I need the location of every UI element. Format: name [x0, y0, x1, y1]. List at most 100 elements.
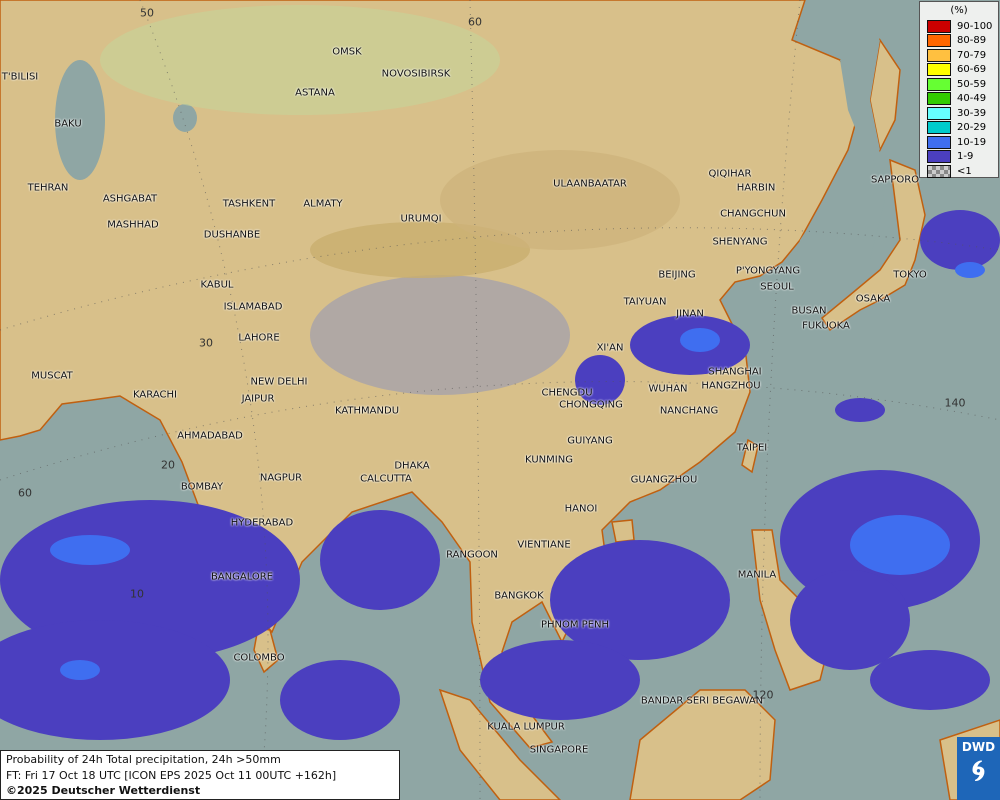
city-label: TAIYUAN [623, 296, 667, 308]
graticule-label: 20 [161, 458, 175, 472]
legend-swatch [927, 48, 951, 62]
okhotsk-sea [840, 40, 880, 150]
legend-label: 40-49 [957, 93, 987, 105]
city-label: BANGKOK [494, 590, 544, 602]
city-label: HANGZHOU [701, 380, 761, 392]
legend-label: <1 [957, 165, 972, 177]
legend-label: 30-39 [957, 107, 987, 119]
legend-swatch [927, 19, 951, 33]
aral-sea [173, 104, 197, 132]
mongolia-plateau [440, 150, 680, 250]
legend-swatch [927, 164, 951, 178]
city-label: BANGALORE [210, 571, 274, 583]
legend-label: 1-9 [957, 151, 974, 163]
city-label: PHNOM PENH [540, 619, 610, 631]
city-label: JAIPUR [241, 393, 275, 405]
caspian-sea [55, 60, 105, 180]
city-label: KUALA LUMPUR [487, 721, 565, 733]
legend-item: 40-49 [920, 92, 998, 107]
city-label: OSAKA [855, 293, 891, 305]
sea-of-japan [790, 150, 885, 300]
city-label: KABUL [200, 279, 234, 291]
taiwan [741, 438, 759, 474]
taklamakan-desert [310, 222, 530, 278]
city-label: SINGAPORE [529, 744, 589, 756]
city-label: KUNMING [525, 454, 573, 466]
city-label: ASTANA [295, 87, 335, 99]
legend: (%) 90-100 80-89 70-79 60-69 50-59 40-49 30-39… [919, 1, 999, 178]
legend-swatch [927, 77, 951, 91]
city-label: NANCHANG [659, 405, 719, 417]
graticule-label: 140 [944, 396, 966, 410]
sumatra [438, 688, 562, 800]
legend-item: 60-69 [920, 63, 998, 78]
borneo [629, 689, 776, 800]
city-label: BUSAN [791, 305, 827, 317]
legend-item: 10-19 [920, 135, 998, 150]
city-label: CHENGDU [541, 387, 593, 399]
graticule-label: 10 [130, 587, 144, 601]
city-label: BANDAR SERI BEGAWAN [640, 695, 764, 707]
city-label: MUSCAT [31, 370, 73, 382]
city-label: SHENYANG [712, 236, 768, 248]
city-label: BEIJING [658, 269, 696, 281]
legend-item: 70-79 [920, 48, 998, 63]
legend-label: 20-29 [957, 122, 987, 134]
legend-item: 1-9 [920, 150, 998, 165]
city-label: AHMADABAD [177, 430, 243, 442]
city-label: TASHKENT [222, 198, 276, 210]
legend-swatch [927, 92, 951, 106]
legend-item: <1 [920, 164, 998, 179]
city-label: GUANGZHOU [630, 474, 698, 486]
city-label: BAKU [54, 118, 82, 130]
city-label: NOVOSIBIRSK [381, 68, 451, 80]
city-label: ULAANBAATAR [553, 178, 627, 190]
japan [820, 158, 926, 332]
siberia-lowland [100, 5, 500, 115]
city-label: JINAN [676, 308, 704, 320]
city-label: QIQIHAR [708, 168, 752, 180]
city-label: SHANGHAI [708, 366, 762, 378]
info-box: Probability of 24h Total precipitation, … [0, 750, 400, 800]
sri-lanka [253, 627, 279, 674]
legend-swatch [927, 106, 951, 120]
city-label: KARACHI [133, 389, 177, 401]
city-label: HYDERABAD [230, 517, 294, 529]
legend-swatch [927, 121, 951, 135]
city-label: CHANGCHUN [720, 208, 786, 220]
legend-unit: (%) [950, 5, 968, 16]
city-label: URUMQI [400, 213, 442, 225]
legend-item: 80-89 [920, 34, 998, 49]
legend-item: 50-59 [920, 77, 998, 92]
dwd-logo: DWD 🌀︎ [957, 737, 1000, 800]
city-label: NEW DELHI [250, 376, 308, 388]
legend-label: 90-100 [957, 20, 993, 32]
legend-item: 90-100 [920, 19, 998, 34]
legend-label: 80-89 [957, 35, 987, 47]
city-label: KATHMANDU [334, 405, 400, 417]
city-label: ASHGABAT [102, 193, 158, 205]
legend-label: 50-59 [957, 78, 987, 90]
graticule-label: 60 [18, 486, 32, 500]
legend-label: 60-69 [957, 64, 987, 76]
city-label: TOKYO [893, 269, 927, 281]
logo-text: DWD [961, 740, 996, 754]
legend-swatch [927, 150, 951, 164]
graticule-label: 60 [468, 15, 482, 29]
city-label: GUIYANG [567, 435, 613, 447]
legend-item: 30-39 [920, 106, 998, 121]
city-label: TEHRAN [27, 182, 69, 194]
copyright: ©2025 Deutscher Wetterdienst [6, 784, 201, 797]
city-label: BOMBAY [180, 481, 224, 493]
legend-label: 10-19 [957, 136, 987, 148]
sakhalin-kamchatka [869, 38, 901, 153]
precipitation-areas [0, 210, 1000, 740]
city-label: HARBIN [736, 182, 776, 194]
product-title: Probability of 24h Total precipitation, … [6, 753, 281, 766]
city-label: WUHAN [648, 383, 688, 395]
city-label: RANGOON [446, 549, 498, 561]
precipitation-higher [50, 262, 985, 680]
city-label: CHONGQING [559, 399, 623, 411]
